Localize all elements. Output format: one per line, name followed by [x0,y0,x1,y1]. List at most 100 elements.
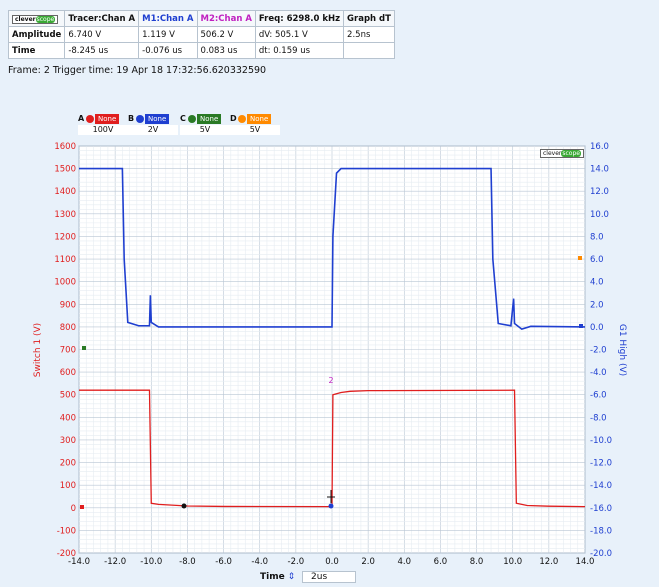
x-tick-label: 4.0 [398,557,412,567]
channel-d-offset-marker[interactable] [578,256,582,260]
channel-d-volts[interactable]: 5V [230,125,280,135]
right-tick-label: -14.0 [590,481,612,491]
channel-a-volts[interactable]: 100V [78,125,128,135]
channel-a-trace [79,389,586,508]
channel-a-none[interactable]: None [95,114,120,124]
right-tick-label: -10.0 [590,436,612,446]
left-axis-ticks: 1600150014001300120011001000900800700600… [54,142,76,559]
x-tick-label: 6.0 [434,557,448,567]
left-tick-label: 1100 [54,255,76,265]
left-tick-label: 1300 [54,210,76,220]
channel-a-offset-marker[interactable] [80,505,84,509]
left-tick-label: 600 [60,368,76,378]
channel-a-icon [86,114,94,123]
cell [343,42,395,59]
x-tick-label: 0.0 [325,557,339,567]
x-axis-ticks: -14.0 -12.0 -10.0 -8.0 -6.0 -4.0 -2.0 0.0 2.0 4.0… [68,557,594,567]
x-tick-label: 12.0 [539,557,558,567]
channel-c-offset-marker[interactable] [82,346,86,350]
right-tick-label: 0.0 [590,323,604,333]
x-tick-label: -2.0 [288,557,305,567]
left-tick-label: 1400 [54,187,76,197]
channel-c[interactable]: C None [180,114,222,124]
tracer-table: cleverscope Tracer:Chan A M1:Chan A M2:C… [7,10,395,59]
frame-trigger-info: Frame: 2 Trigger time: 19 Apr 18 17:32:5… [8,65,267,76]
table-row: Amplitude 6.740 V 1.119 V 506.2 V dV: 50… [7,26,395,43]
x-tick-label: -14.0 [68,557,90,567]
right-tick-label: -20.0 [590,549,612,559]
left-tick-label: 400 [60,413,76,423]
left-tick-label: 300 [60,436,76,446]
channel-c-icon [188,114,196,123]
time-stepper-icon[interactable]: ⇕ [287,572,296,582]
trigger-cursor-icon[interactable] [327,490,335,503]
header-freq: Freq: 6298.0 kHz [254,10,345,27]
channel-c-none[interactable]: None [197,114,222,124]
x-tick-label: -8.0 [179,557,196,567]
channel-b-icon [136,114,144,123]
cleverscope-logo: cleverscope [12,14,59,24]
table-row: Time -8.245 us -0.076 us 0.083 us dt: 0.… [7,42,395,59]
x-tick-label: -6.0 [215,557,232,567]
right-tick-label: 12.0 [590,187,609,197]
x-tick-label: 10.0 [503,557,522,567]
left-tick-label: 800 [60,323,76,333]
channel-letter: B [128,114,135,123]
m1-marker[interactable] [328,503,334,509]
row-label: Time [7,42,66,59]
channel-c-volts[interactable]: 5V [180,125,230,135]
left-tick-label: 1600 [54,142,76,152]
right-axis-label: G1 High (V) [617,324,627,376]
left-tick-label: 1500 [54,165,76,175]
left-tick-label: 200 [60,459,76,469]
right-tick-label: 14.0 [590,165,609,175]
right-tick-label: 8.0 [590,232,604,242]
channel-b-none[interactable]: None [145,114,170,124]
channel-letter: C [180,114,186,123]
right-tick-label: 10.0 [590,210,609,220]
header-m1: M1:Chan A [138,10,198,27]
channel-b-trace [79,167,586,331]
channel-letter: A [78,114,85,123]
right-axis-ticks: 16.0 14.0 12.0 10.0 8.0 6.0 4.0 2.0 0.0 -2.0 -4.0 -… [590,142,612,559]
left-tick-label: 500 [60,391,76,401]
right-tick-label: -6.0 [590,391,607,401]
header-graph-dt: Graph dT [343,10,395,27]
x-tick-label: 14.0 [576,557,595,567]
m2-label: 2 [328,376,333,385]
grid [78,145,586,554]
left-tick-label: -100 [57,526,76,536]
left-tick-label: -200 [57,549,76,559]
time-per-div-input[interactable]: 2us [302,571,357,583]
channel-b-offset-marker[interactable] [579,324,583,328]
right-tick-label: 2.0 [590,300,604,310]
right-tick-label: -16.0 [590,504,612,514]
left-tick-label: 1200 [54,232,76,242]
right-tick-label: 4.0 [590,278,604,288]
channel-d-none[interactable]: None [247,114,272,124]
time-footer: Time ⇕ 2us [260,571,357,583]
right-tick-label: -8.0 [590,413,607,423]
cell: dt: 0.159 us [254,42,345,59]
channel-a[interactable]: A None [78,114,120,124]
right-tick-label: -2.0 [590,346,607,356]
left-tick-label: 700 [60,346,76,356]
right-tick-label: 6.0 [590,255,604,265]
time-label: Time [260,572,285,582]
left-axis-label: Switch 1 (V) [33,323,43,377]
right-tick-label: -12.0 [590,459,612,469]
channel-letter: D [230,114,237,123]
tracer-marker[interactable] [181,503,187,509]
cell: -8.245 us [64,42,140,59]
right-tick-label: -18.0 [590,526,612,536]
right-tick-label: -4.0 [590,368,607,378]
cell: -0.076 us [138,42,198,59]
channel-b[interactable]: B None [128,114,170,124]
x-tick-label: -12.0 [104,557,126,567]
channel-b-volts[interactable]: 2V [128,125,178,135]
plot-logo: cleverscope [540,148,584,158]
left-tick-label: 100 [60,481,76,491]
channel-d[interactable]: D None [230,114,272,124]
x-tick-label: -10.0 [140,557,162,567]
